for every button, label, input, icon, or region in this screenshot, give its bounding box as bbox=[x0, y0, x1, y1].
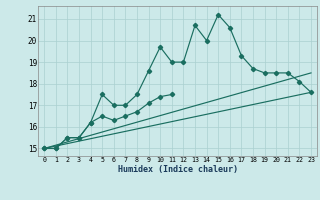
X-axis label: Humidex (Indice chaleur): Humidex (Indice chaleur) bbox=[118, 165, 238, 174]
